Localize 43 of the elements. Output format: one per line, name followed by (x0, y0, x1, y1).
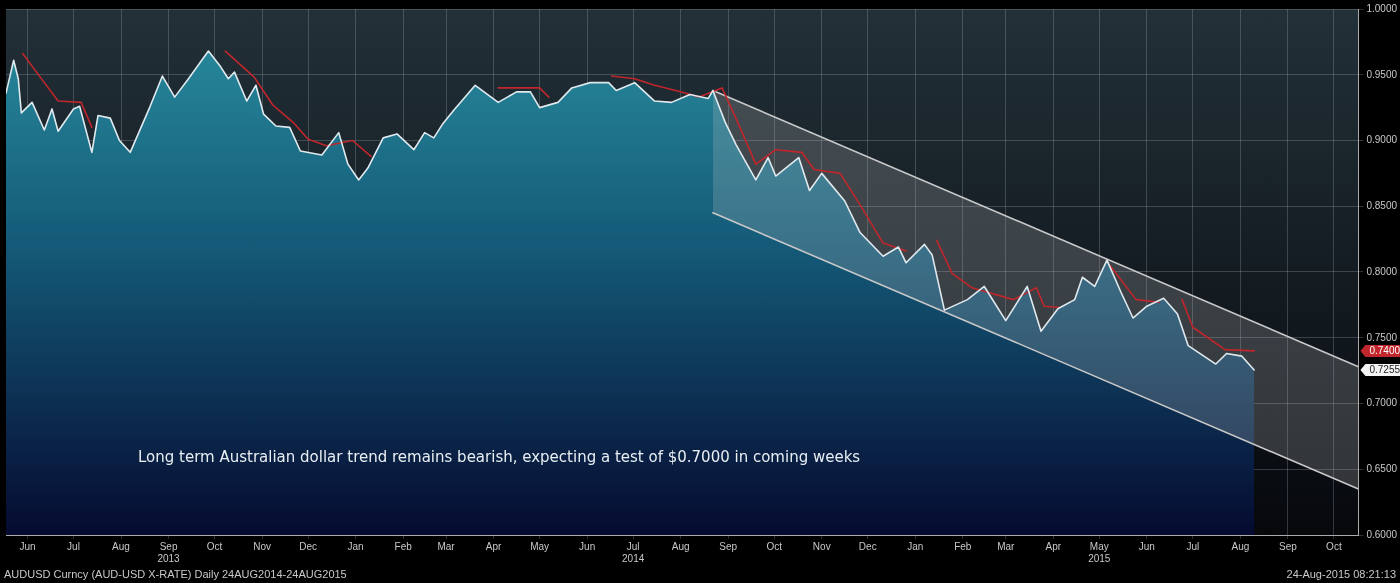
x-tick-label: Sep (1278, 540, 1298, 552)
x-tick-label: Jul (1186, 540, 1200, 552)
annotation: Long term Australian dollar trend remains bearish, expecting a test of $0.7000 in coming weeks (138, 448, 861, 466)
x-tick-label: Feb (394, 540, 413, 552)
text: AUDUSD Curncy (AUD-USD X-RATE) Daily 24AUG2014-24AUG2015 (4, 568, 347, 582)
x-tick-label: Aug (1231, 540, 1250, 552)
y-tick-label: 0.7000 (1366, 397, 1398, 409)
x-tick-label: Dec (299, 540, 317, 552)
y-tick-label: 0.6500 (1366, 463, 1398, 474)
x-tick-label: Feb (954, 540, 972, 552)
y-tick-label: 0.6000 (1366, 528, 1398, 540)
x-tick-label: Aug (112, 540, 130, 552)
x-tick-label: May (530, 540, 550, 552)
x-tick-label: Apr (485, 540, 503, 552)
x-tick-label: Oct (206, 540, 223, 552)
x-tick-label: Jul 2014 (622, 540, 645, 564)
x-tick-label: Dec (858, 540, 877, 552)
x-tick-label: Jun (579, 540, 596, 552)
x-tick-label: Oct (1326, 540, 1342, 552)
y-tick-label: 0.8000 (1366, 265, 1398, 277)
x-tick-label: Sep 2013 (157, 540, 181, 564)
text: 24-Aug-2015 08:21:13 (1286, 568, 1396, 582)
x-tick-label: Aug (671, 540, 690, 552)
x-tick-label: Jan (347, 540, 364, 552)
y-tick-label: 0.7500 (1366, 331, 1398, 343)
y-tick-label: 0.9500 (1366, 68, 1398, 80)
x-tick-label: Nov (812, 540, 831, 552)
x-tick-label: Oct (766, 540, 783, 552)
x-tick-label: Mar (437, 540, 456, 552)
y-tick-label: 0.9000 (1366, 134, 1398, 146)
x-tick-label: Nov (253, 540, 271, 552)
x-tick-label: Mar (997, 540, 1016, 552)
x-tick-label: Apr (1045, 540, 1062, 552)
x-tick-label: Jul (67, 540, 80, 552)
y-tick-label: 0.8500 (1366, 200, 1398, 211)
x-tick-label: Jan (907, 540, 924, 552)
y-tick-label: 1.0000 (1366, 2, 1398, 14)
text: 0.7400 (1369, 345, 1400, 357)
x-tick-label: Sep (719, 540, 738, 552)
x-tick-label: Jun (19, 540, 36, 552)
x-tick-label: Jun (1138, 540, 1155, 552)
x-tick-label: May 2015 (1088, 540, 1111, 564)
text: 0.7255 (1369, 364, 1400, 376)
